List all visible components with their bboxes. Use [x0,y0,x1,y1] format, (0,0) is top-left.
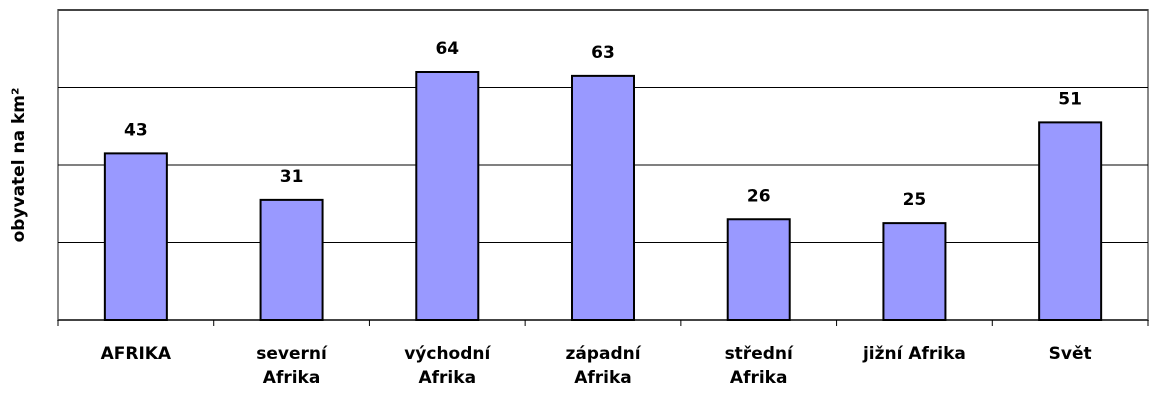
value-label: 31 [280,167,304,187]
value-label: 51 [1058,89,1082,109]
value-label: 25 [903,190,927,210]
bar [726,218,791,321]
x-tick-label: severní Afrika [256,344,327,388]
value-label: 64 [435,39,459,59]
bar [882,222,947,321]
x-tick-label: jižní Afrika [862,344,966,364]
y-axis-label: obyvatel na km² [9,88,29,243]
bar [571,74,635,321]
x-tick-label: východní Afrika [404,344,491,388]
value-label: 43 [124,120,148,140]
bar [259,198,324,321]
value-label: 63 [591,43,615,63]
x-tick-label: AFRIKA [100,344,172,364]
bar [103,152,168,321]
x-tick-label: Svět [1048,344,1092,364]
bar [415,71,480,321]
x-tick-label: střední Afrika [724,344,793,388]
value-label: 26 [747,186,771,206]
x-tick-label: západní Afrika [565,344,641,388]
bar [1038,121,1103,321]
